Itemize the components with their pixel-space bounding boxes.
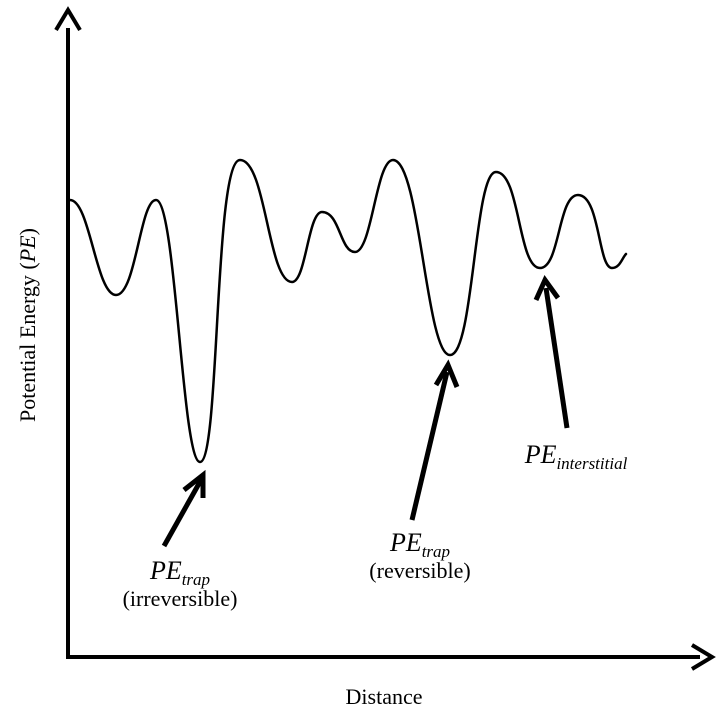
arrow-reversible-trap-head: [433, 359, 460, 388]
reversible-symbol: PE: [389, 528, 422, 557]
y-axis-label-prefix: Potential Energy (: [15, 262, 40, 422]
label-irreversible-trap: PEtrap (irreversible): [123, 556, 238, 612]
arrow-reversible-trap: [409, 371, 450, 521]
y-axis-arrowhead: [54, 6, 82, 32]
label-interstitial: PEinterstitial: [524, 440, 628, 473]
x-axis-label: Distance: [345, 684, 423, 709]
irreversible-symbol: PE: [149, 556, 182, 585]
y-axis-label: Potential Energy (PE): [15, 228, 41, 422]
arrow-irreversible-trap: [161, 478, 204, 548]
irreversible-note: (irreversible): [122, 586, 238, 611]
y-axis-label-suffix: ): [15, 228, 40, 236]
arrow-interstitial: [543, 287, 570, 429]
arrow-irreversible-trap-head: [182, 469, 206, 498]
x-axis-arrowhead: [690, 643, 716, 671]
reversible-note: (reversible): [369, 558, 471, 583]
interstitial-symbol: PE: [524, 440, 557, 469]
reversible-subscript: trap: [421, 542, 451, 561]
potential-energy-curve: [68, 158, 628, 464]
y-axis-label-symbol: PE: [15, 235, 40, 263]
irreversible-subscript: trap: [181, 570, 211, 589]
arrow-interstitial-head: [533, 275, 561, 302]
label-reversible-trap: PEtrap (reversible): [369, 528, 470, 584]
interstitial-subscript: interstitial: [556, 454, 628, 473]
